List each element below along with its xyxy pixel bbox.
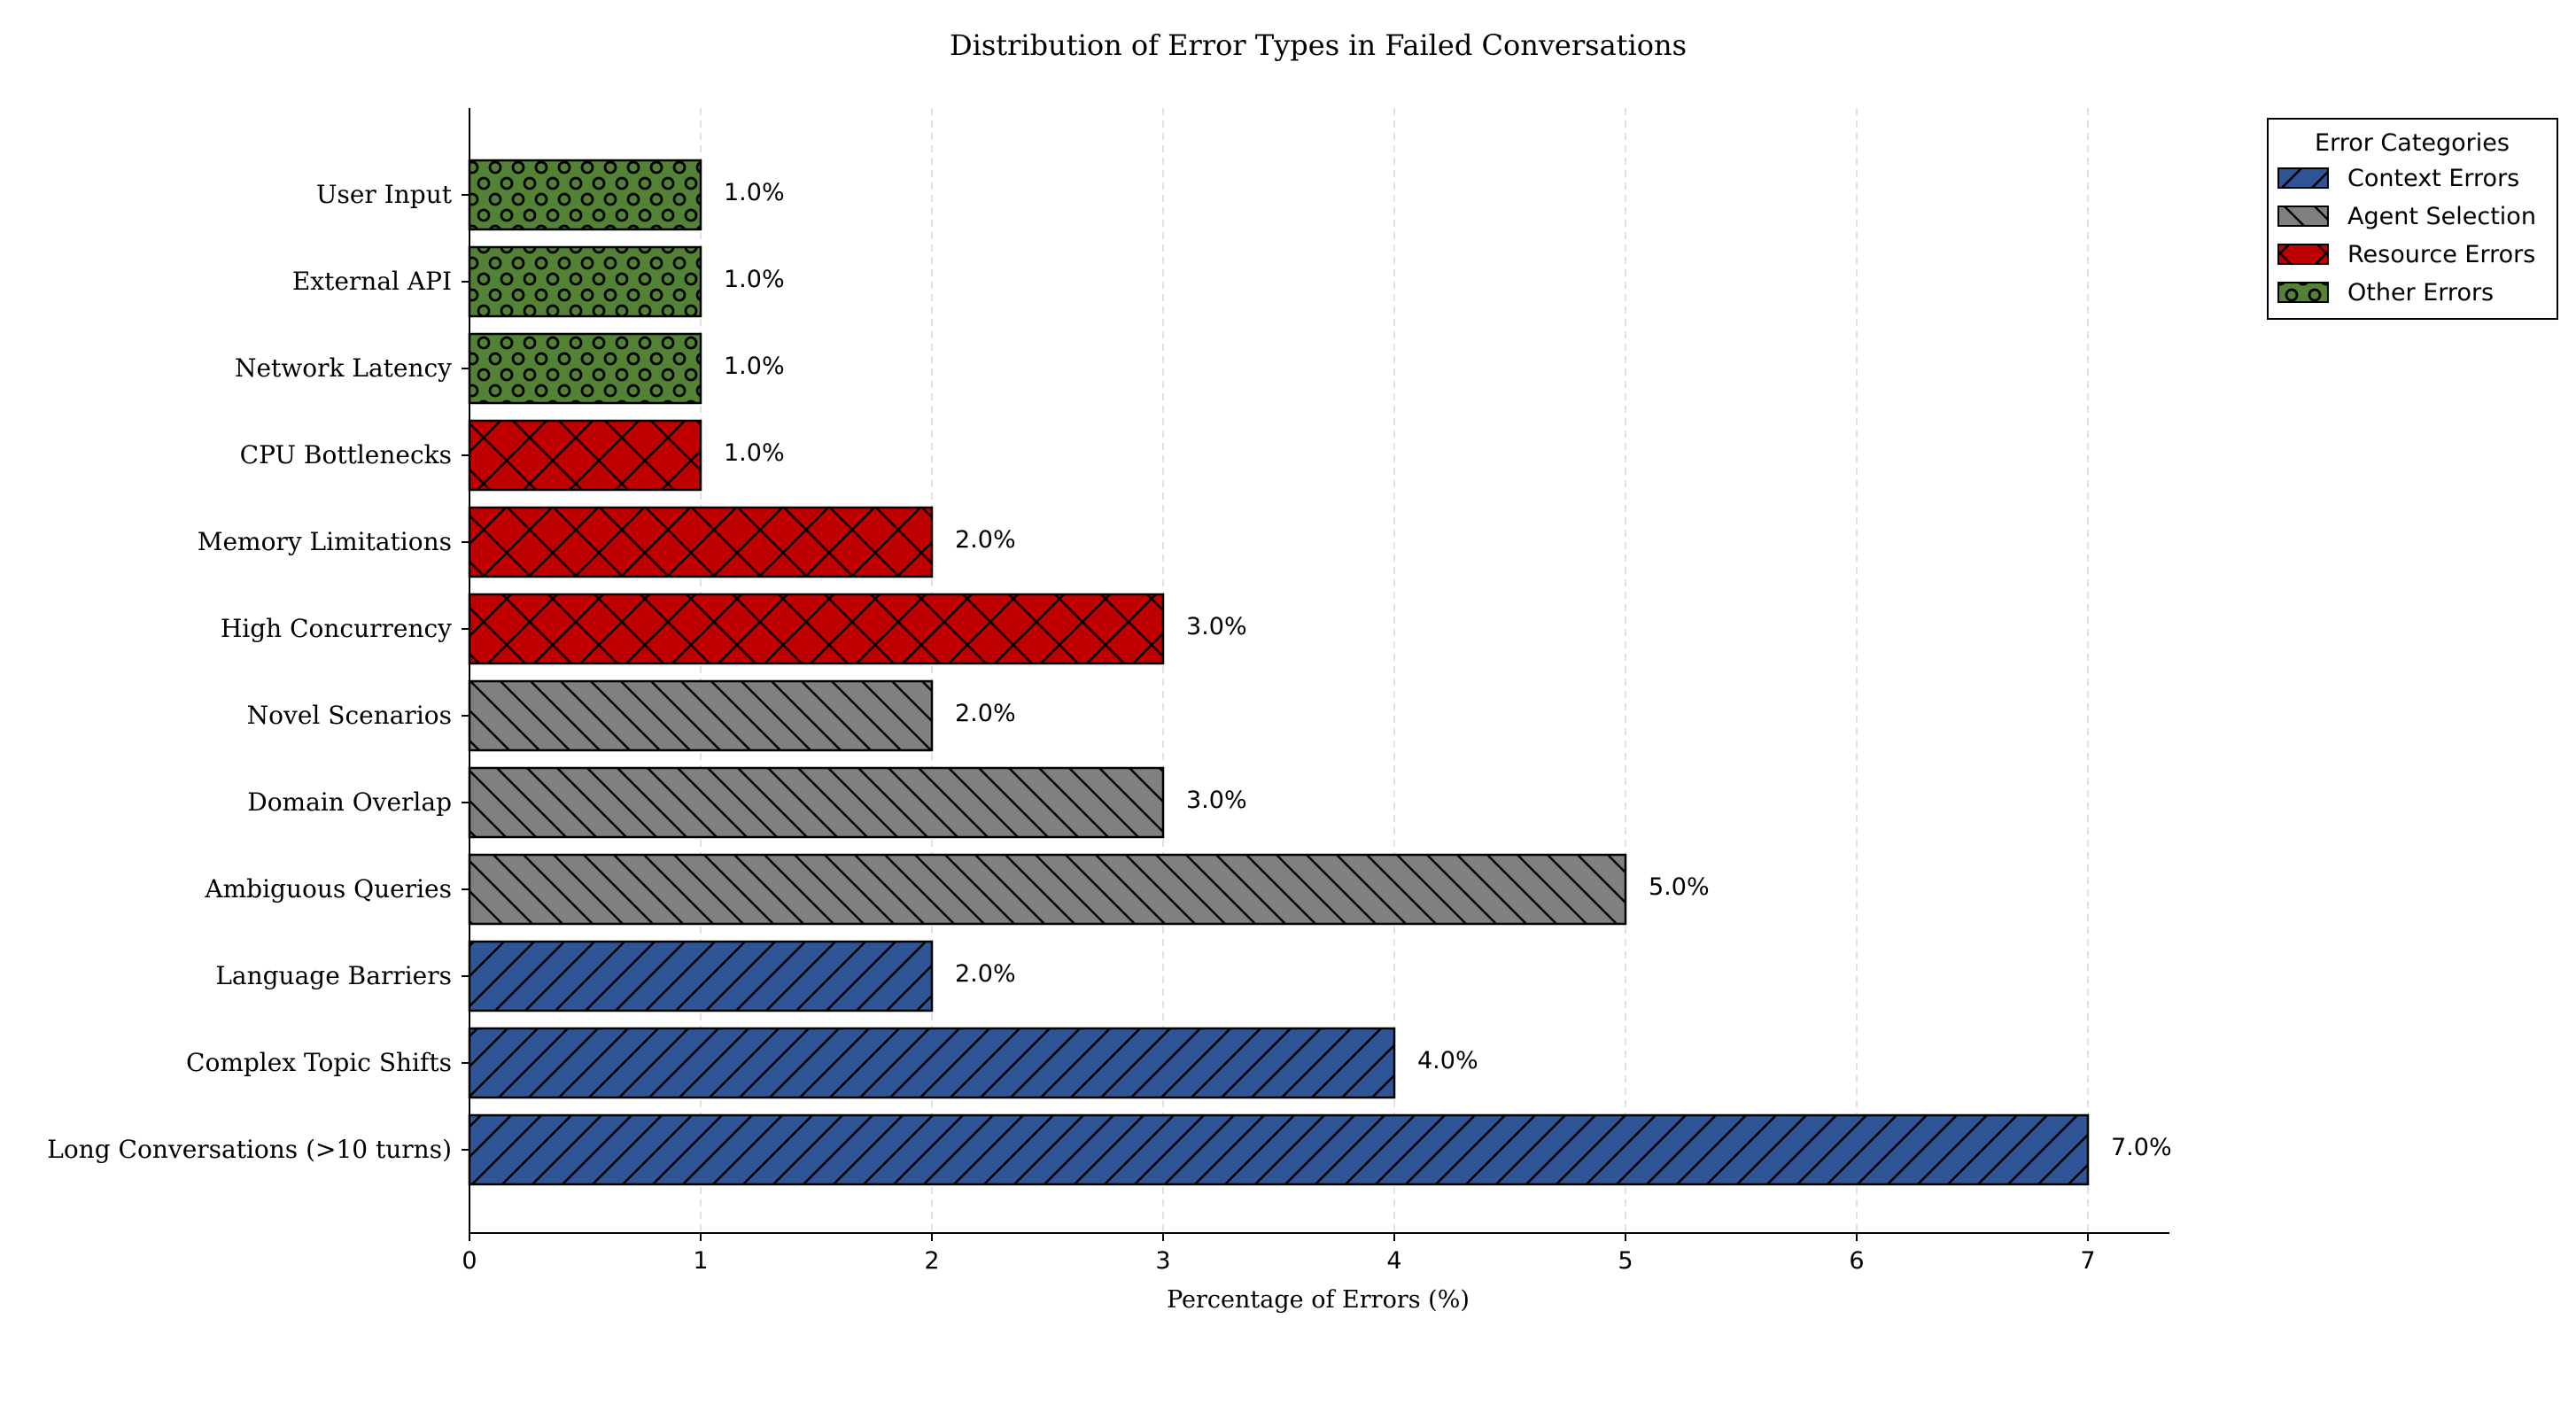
y-tick-label: Complex Topic Shifts [186, 1048, 452, 1077]
bars [468, 159, 2090, 1186]
bar-value-label: 4.0% [1417, 1047, 1478, 1074]
legend-label: Agent Selection [2347, 203, 2536, 230]
x-tick-label: 6 [1849, 1247, 1864, 1275]
bar-value-label: 3.0% [1186, 787, 1247, 814]
x-axis-label: Percentage of Errors (%) [1167, 1286, 1470, 1314]
legend-label: Resource Errors [2347, 241, 2535, 268]
bar [468, 766, 1165, 839]
bar-value-label: 1.0% [724, 266, 785, 293]
bar [468, 593, 1165, 665]
x-tick-label: 0 [462, 1247, 477, 1275]
y-tick-label: Domain Overlap [247, 787, 452, 817]
legend-title: Error Categories [2315, 129, 2510, 157]
bar-value-label: 5.0% [1649, 873, 1710, 901]
bar-value-label: 1.0% [724, 439, 785, 467]
y-tick-label: External API [292, 267, 452, 296]
x-tick-labels: 0 1 2 3 4 5 6 7 [462, 1233, 2096, 1275]
y-tick-label: Ambiguous Queries [204, 874, 452, 904]
bar [468, 332, 702, 405]
bar-value-label: 2.0% [955, 700, 1016, 727]
bar [468, 679, 934, 752]
bar-value-label: 7.0% [2111, 1134, 2172, 1161]
bar [468, 1027, 1396, 1099]
legend-swatch [2277, 167, 2329, 189]
bar [468, 853, 1627, 926]
bar [468, 159, 702, 231]
bar [468, 506, 934, 578]
y-tick-label: Language Barriers [215, 961, 452, 990]
legend-label: Context Errors [2347, 165, 2519, 192]
x-tick-label: 5 [1618, 1247, 1633, 1275]
bar [468, 245, 702, 318]
bar-value-label: 2.0% [955, 526, 1016, 554]
y-tick-label: Novel Scenarios [247, 701, 452, 730]
x-tick-label: 1 [693, 1247, 708, 1275]
bar [468, 419, 702, 492]
bar [468, 940, 934, 1012]
y-tick-label: High Concurrency [221, 614, 452, 643]
x-tick-label: 4 [1386, 1247, 1401, 1275]
legend-swatch [2277, 282, 2329, 303]
y-tick-labels: Long Conversations (>10 turns) Complex To… [47, 180, 469, 1164]
bar-value-label: 2.0% [955, 960, 1016, 988]
legend-swatch [2277, 206, 2329, 227]
bar [468, 1113, 2090, 1186]
legend-label: Other Errors [2347, 279, 2494, 306]
legend: Error Categories Context Errors Agent Sel… [2267, 118, 2558, 320]
y-tick-label: Network Latency [235, 353, 452, 383]
y-tick-label: Memory Limitations [198, 527, 452, 556]
bar-value-label: 1.0% [724, 353, 785, 380]
x-tick-label: 7 [2080, 1247, 2095, 1275]
y-tick-label: CPU Bottlenecks [240, 440, 452, 469]
x-tick-label: 3 [1155, 1247, 1170, 1275]
legend-items: Context Errors Agent Selection Resource Er… [2277, 165, 2536, 306]
chart-title: Distribution of Error Types in Failed Co… [950, 28, 1687, 62]
x-tick-label: 2 [924, 1247, 939, 1275]
value-labels: 7.0% 4.0% 2.0% 5.0% 3.0% 2.0% 3.0% 2.0% 1.0% 1.0%… [724, 179, 2172, 1161]
bar-value-label: 3.0% [1186, 613, 1247, 640]
y-tick-label: User Input [316, 180, 453, 209]
bar-value-label: 1.0% [724, 179, 785, 206]
legend-swatch [2277, 244, 2329, 265]
y-tick-label: Long Conversations (>10 turns) [47, 1135, 452, 1164]
